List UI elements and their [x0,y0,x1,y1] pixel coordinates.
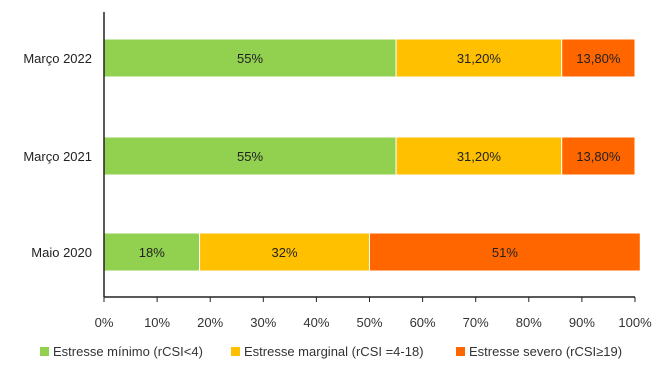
x-tick-label-4: 40% [303,315,329,330]
legend: Estresse mínimo (rCSI<4) Estresse margina… [40,344,622,359]
x-tick-label-2: 20% [197,315,223,330]
data-label-3-row-2: 13,80% [576,149,621,164]
x-tick-label-5: 50% [356,315,382,330]
bar-segment-3-row-3 [369,232,641,272]
legend-label-2: Estresse marginal (rCSI =4-18) [244,344,424,359]
x-tick-label-1: 10% [144,315,170,330]
data-labels-group: 55% 31,20% 13,80% 55% 31,20% 13,80% 18% 32% 51% [139,51,621,260]
category-labels-group: Março 2022 Março 2021 Maio 2020 [23,51,92,260]
x-tick-label-6: 60% [410,315,436,330]
legend-swatch-1 [40,347,49,356]
bar-segment-3-row-2 [561,136,636,176]
x-tick-label-9: 90% [569,315,595,330]
category-label-3: Maio 2020 [31,245,92,260]
bar-segment-2-row-3 [199,232,370,272]
data-label-3-row-3: 51% [492,245,518,260]
data-label-1-row-3: 18% [139,245,165,260]
x-tick-labels-group: 0% 10% 20% 30% 40% 50% 60% 70% 80% 90% 100% [95,315,652,330]
x-tick-label-0: 0% [95,315,114,330]
data-label-2-row-3: 32% [272,245,298,260]
legend-swatch-3 [456,347,465,356]
x-tick-label-8: 80% [516,315,542,330]
bar-segment-1-row-1 [103,38,397,78]
data-label-1-row-2: 55% [237,149,263,164]
bar-segment-3-row-1 [561,38,636,78]
axes-group [103,12,636,302]
x-tick-label-10: 100% [618,315,652,330]
legend-label-3: Estresse severo (rCSI≥19) [469,344,622,359]
data-label-2-row-2: 31,20% [457,149,502,164]
bar-segment-2-row-1 [395,38,563,78]
data-label-1-row-1: 55% [237,51,263,66]
x-tick-label-3: 30% [250,315,276,330]
data-label-3-row-1: 13,80% [576,51,621,66]
bar-segment-1-row-3 [103,232,201,272]
data-label-2-row-1: 31,20% [457,51,502,66]
bars-group [103,38,641,272]
category-label-2: Março 2021 [23,149,92,164]
legend-label-1: Estresse mínimo (rCSI<4) [53,344,203,359]
bar-segment-1-row-2 [103,136,397,176]
legend-swatch-2 [231,347,240,356]
category-label-1: Março 2022 [23,51,92,66]
x-tick-label-7: 70% [463,315,489,330]
bar-segment-2-row-2 [395,136,563,176]
